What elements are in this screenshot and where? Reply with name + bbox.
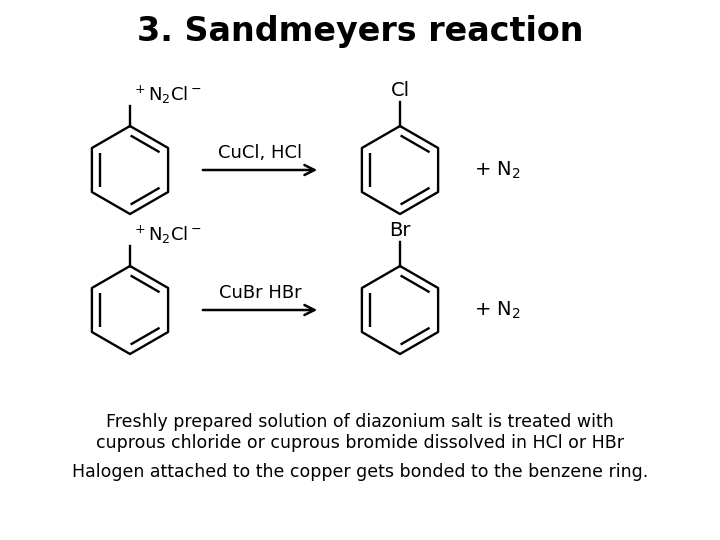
Text: CuBr HBr: CuBr HBr [219, 284, 301, 302]
Text: Br: Br [390, 221, 410, 240]
Text: Freshly prepared solution of diazonium salt is treated with: Freshly prepared solution of diazonium s… [106, 413, 614, 431]
Text: $^+$N$_2$Cl$^-$: $^+$N$_2$Cl$^-$ [132, 224, 202, 246]
Text: + N$_2$: + N$_2$ [474, 159, 521, 181]
Text: CuCl, HCl: CuCl, HCl [218, 144, 302, 162]
Text: + N$_2$: + N$_2$ [474, 299, 521, 321]
Text: Halogen attached to the copper gets bonded to the benzene ring.: Halogen attached to the copper gets bond… [72, 463, 648, 481]
Text: $^+$N$_2$Cl$^-$: $^+$N$_2$Cl$^-$ [132, 84, 202, 106]
Text: cuprous chloride or cuprous bromide dissolved in HCl or HBr: cuprous chloride or cuprous bromide diss… [96, 434, 624, 452]
Text: Cl: Cl [390, 81, 410, 100]
Text: 3. Sandmeyers reaction: 3. Sandmeyers reaction [137, 15, 583, 48]
